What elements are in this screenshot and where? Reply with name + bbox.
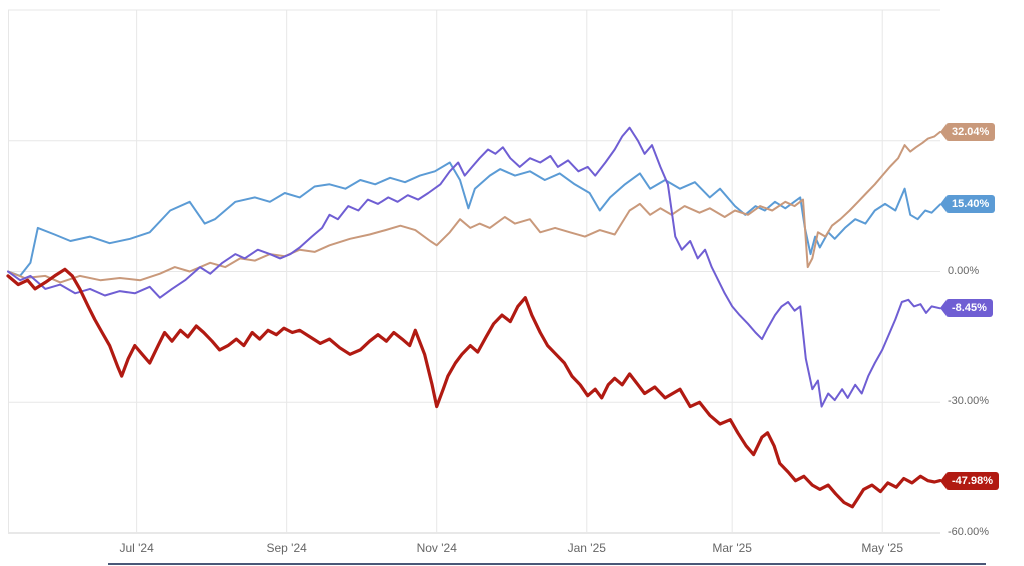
y-axis-label: 0.00% bbox=[948, 264, 980, 277]
x-axis: Jul '24 Sep '24 Nov '24 Jan '25 Mar '25 May '… bbox=[0, 541, 1024, 559]
series-tan-value-badge: 32.04% bbox=[940, 122, 996, 141]
y-axis-label: -60.00% bbox=[948, 526, 989, 538]
series-blue-line[interactable] bbox=[7, 161, 941, 277]
series-blue-value-badge: 15.40% bbox=[940, 195, 996, 214]
badge-label: 32.04% bbox=[946, 122, 996, 141]
y-axis-label: -30.00% bbox=[948, 395, 989, 408]
x-axis-label: Mar '25 bbox=[712, 541, 752, 555]
x-axis-label: Jul '24 bbox=[119, 541, 154, 555]
plot-area[interactable] bbox=[6, 9, 942, 534]
series-purple-line[interactable] bbox=[7, 126, 941, 408]
series-purple-value-badge: -8.45% bbox=[940, 299, 993, 318]
bottom-rule bbox=[108, 563, 986, 565]
x-axis-label: Jan '25 bbox=[567, 541, 606, 555]
x-axis-label: Sep '24 bbox=[266, 541, 307, 555]
series-red-value-badge: -47.98% bbox=[940, 471, 999, 490]
series-red-line[interactable] bbox=[6, 267, 942, 509]
badge-label: -47.98% bbox=[946, 471, 999, 490]
x-axis-label: Nov '24 bbox=[416, 541, 457, 555]
badge-label: 15.40% bbox=[946, 195, 996, 214]
series-tan-line[interactable] bbox=[7, 130, 941, 284]
x-axis-label: May '25 bbox=[861, 541, 904, 555]
badge-label: -8.45% bbox=[946, 299, 993, 318]
